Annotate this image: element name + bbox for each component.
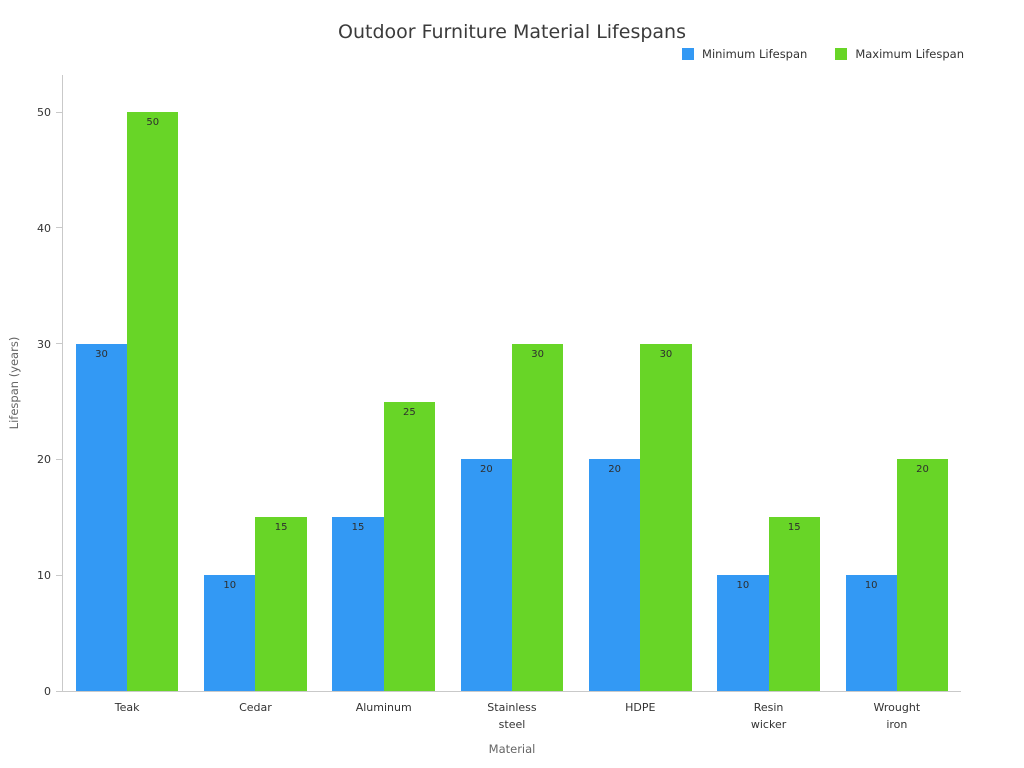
bar-value-label: 20	[479, 464, 493, 476]
bar-value-label: 30	[659, 348, 673, 360]
y-tick-mark-30	[56, 343, 63, 345]
x-tick-label-resin-wicker: Resin wicker	[750, 701, 787, 731]
bar-maximum-lifespan-wrought-iron: 20	[896, 459, 949, 691]
bar-minimum-lifespan-stainless-steel: 20	[460, 459, 512, 691]
x-tick-label-cedar: Cedar	[239, 701, 272, 714]
chart-title: Outdoor Furniture Material Lifespans	[338, 21, 686, 43]
bar-value-label: 10	[223, 580, 237, 592]
y-tick-label-30: 30	[37, 337, 51, 351]
bar-maximum-lifespan-teak: 50	[127, 112, 179, 691]
legend-item-minimum-lifespan: Minimum Lifespan	[682, 47, 807, 61]
y-tick-label-50: 50	[37, 106, 51, 119]
bar-value-label: 25	[402, 406, 416, 418]
y-tick-mark-10	[56, 574, 63, 576]
bar-maximum-lifespan-aluminum: 25	[383, 401, 436, 691]
bar-value-label: 50	[146, 117, 160, 128]
x-axis-label: Material	[488, 742, 536, 756]
x-tick-label-stainless-steel: Stainless steel	[487, 701, 537, 731]
bar-value-label: 20	[608, 464, 621, 476]
y-tick-label-40: 40	[37, 221, 51, 235]
y-tick-mark-50	[56, 111, 63, 113]
bar-minimum-lifespan-wrought-iron: 10	[845, 575, 897, 691]
x-tick-label-hdpe: HDPE	[625, 701, 656, 714]
legend: Minimum Lifespan Maximum Lifespan	[682, 47, 964, 61]
legend-label-maximum: Maximum Lifespan	[855, 47, 964, 61]
bar-value-label: 15	[351, 522, 365, 534]
bar-value-label: 10	[736, 580, 750, 592]
y-tick-mark-0	[56, 690, 63, 692]
bar-maximum-lifespan-stainless-steel: 30	[512, 343, 564, 691]
bar-maximum-lifespan-hdpe: 30	[640, 343, 692, 691]
bar-value-label: 15	[274, 522, 288, 534]
bar-value-label: 20	[916, 464, 929, 476]
legend-swatch-maximum-icon	[835, 48, 848, 60]
plot-area: 0 10 20 30 40 50 30 10 15 20 20 10 10 50 15 25 30 30 15 20 T…	[37, 75, 961, 731]
legend-item-maximum-lifespan: Maximum Lifespan	[835, 47, 964, 61]
y-tick-mark-20	[56, 458, 63, 460]
y-tick-label-0: 0	[44, 685, 51, 698]
bar-maximum-lifespan-cedar: 15	[255, 517, 307, 691]
bar-value-label: 30	[95, 348, 108, 360]
bar-minimum-lifespan-resin-wicker: 10	[717, 575, 769, 691]
x-tick-label-teak: Teak	[114, 701, 140, 714]
y-tick-label-10: 10	[37, 569, 51, 583]
legend-label-minimum: Minimum Lifespan	[702, 47, 808, 61]
x-tick-label-aluminum: Aluminum	[355, 701, 412, 714]
bar-value-label: 15	[787, 522, 801, 534]
legend-swatch-minimum-icon	[682, 48, 695, 60]
bar-value-label: 10	[864, 580, 878, 592]
y-tick-label-20: 20	[37, 453, 51, 467]
y-tick-mark-40	[56, 227, 63, 229]
bar-maximum-lifespan-resin-wicker: 15	[768, 517, 820, 691]
bar-minimum-lifespan-teak: 30	[75, 343, 128, 691]
bar-minimum-lifespan-cedar: 10	[204, 575, 256, 691]
bar-value-label: 30	[531, 348, 545, 360]
bar-minimum-lifespan-aluminum: 15	[332, 517, 384, 691]
bar-minimum-lifespan-hdpe: 20	[588, 459, 641, 691]
x-tick-label-wrought-iron: Wrought iron	[873, 701, 921, 731]
